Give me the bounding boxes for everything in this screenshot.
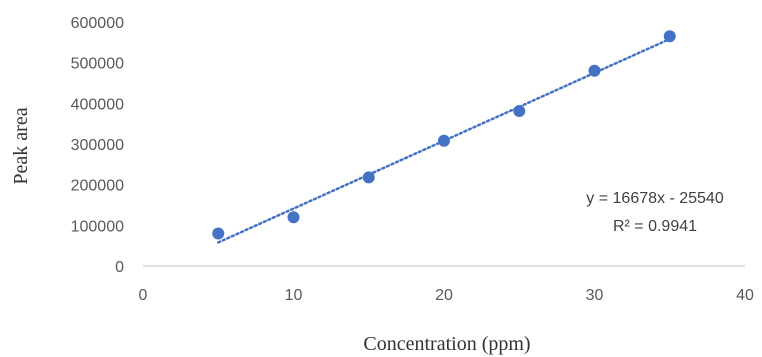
- data-point: [287, 211, 300, 224]
- y-axis: 0 100000 200000 300000 400000 500000 600000: [71, 15, 124, 276]
- x-tick-labels: 0 10 20 30 40: [139, 287, 754, 304]
- x-tick-label: 10: [285, 287, 303, 304]
- x-tick-label: 0: [139, 287, 148, 304]
- x-tick-label: 20: [435, 287, 453, 304]
- data-point: [212, 227, 225, 240]
- data-point: [663, 30, 676, 43]
- data-points: [212, 30, 676, 240]
- x-axis: 0 10 20 30 40: [139, 265, 754, 304]
- x-axis-title: Concentration (ppm): [363, 333, 530, 355]
- y-tick-label: 600000: [71, 15, 124, 32]
- r-squared-label: R² = 0.9941: [613, 218, 697, 235]
- y-tick-labels: 0 100000 200000 300000 400000 500000 600000: [71, 15, 124, 276]
- y-tick-label: 200000: [71, 178, 124, 195]
- y-tick-label: 0: [115, 259, 124, 276]
- data-point: [438, 134, 450, 147]
- x-tick-label: 30: [586, 287, 604, 304]
- data-point: [362, 171, 375, 184]
- x-tick-label: 40: [736, 287, 754, 304]
- data-point: [513, 105, 526, 118]
- data-point: [588, 64, 601, 77]
- y-axis-title: Peak area: [10, 107, 32, 184]
- y-tick-label: 500000: [71, 56, 124, 73]
- y-tick-label: 300000: [71, 137, 124, 154]
- y-tick-label: 400000: [71, 96, 124, 113]
- trendline-equation: y = 16678x - 25540: [586, 190, 724, 207]
- y-tick-label: 100000: [71, 218, 124, 235]
